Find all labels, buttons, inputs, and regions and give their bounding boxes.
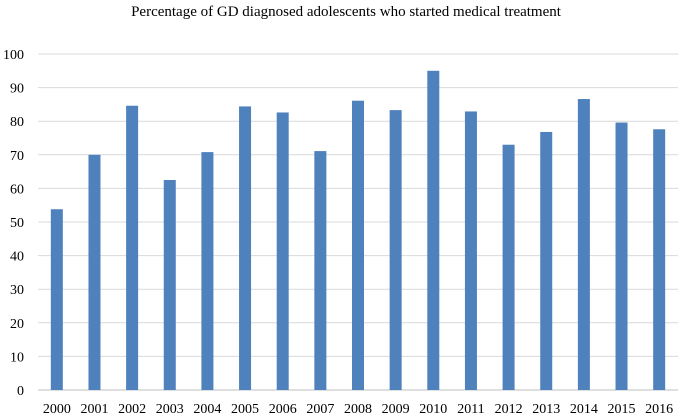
bar-2010 [427,70,440,391]
bar-2008 [352,100,364,390]
bar-2011 [464,111,477,391]
x-tick-label: 2009 [382,402,410,417]
bar-2001 [88,154,101,390]
x-tick-label: 2012 [495,402,523,417]
x-tick-label: 2005 [231,402,259,417]
x-tick-label: 2006 [269,402,297,417]
x-tick-label: 2008 [344,402,372,417]
x-tick-label: 2013 [532,402,560,417]
bar-2014 [577,99,590,391]
y-tick-label: 0 [17,384,24,399]
x-tick-label: 2011 [457,402,484,417]
x-axis: 2000 2001 2002 2003 2004 2005 2006 2007 2008 2009… [43,402,673,417]
x-tick-label: 2002 [118,402,146,417]
y-tick-label: 50 [10,216,24,231]
bar-2004 [201,152,214,390]
y-tick-label: 90 [10,82,24,97]
bar-2015 [615,122,628,390]
y-tick-label: 40 [10,250,24,265]
y-tick-label: 70 [10,149,24,164]
x-tick-label: 2004 [193,402,221,417]
bar-2016 [653,129,666,390]
x-tick-label: 2001 [80,402,108,417]
x-tick-label: 2015 [608,402,636,417]
x-tick-label: 2007 [306,402,334,417]
bar-2013 [540,131,553,390]
bar-2012 [502,144,515,390]
x-tick-label: 2000 [43,402,71,417]
bar-2009 [389,110,402,390]
y-tick-label: 10 [10,350,24,365]
x-tick-label: 2010 [419,402,447,417]
bar-2003 [163,180,176,390]
x-tick-label: 2003 [156,402,184,417]
y-tick-label: 80 [10,115,24,130]
bar-2000 [50,209,63,390]
chart-title: Percentage of GD diagnosed adolescents w… [131,4,562,20]
bar-2005 [239,106,252,390]
bar-2007 [314,151,327,390]
x-tick-label: 2014 [570,402,598,417]
x-tick-label: 2016 [645,402,673,417]
y-axis: 0 10 20 30 40 50 60 70 80 90 100 [3,48,24,399]
bars [50,70,666,391]
y-tick-label: 100 [3,48,24,63]
y-tick-label: 30 [10,283,24,298]
y-tick-label: 20 [10,317,24,332]
bar-2002 [126,105,139,390]
bar-2006 [276,112,289,391]
y-tick-label: 60 [10,182,24,197]
